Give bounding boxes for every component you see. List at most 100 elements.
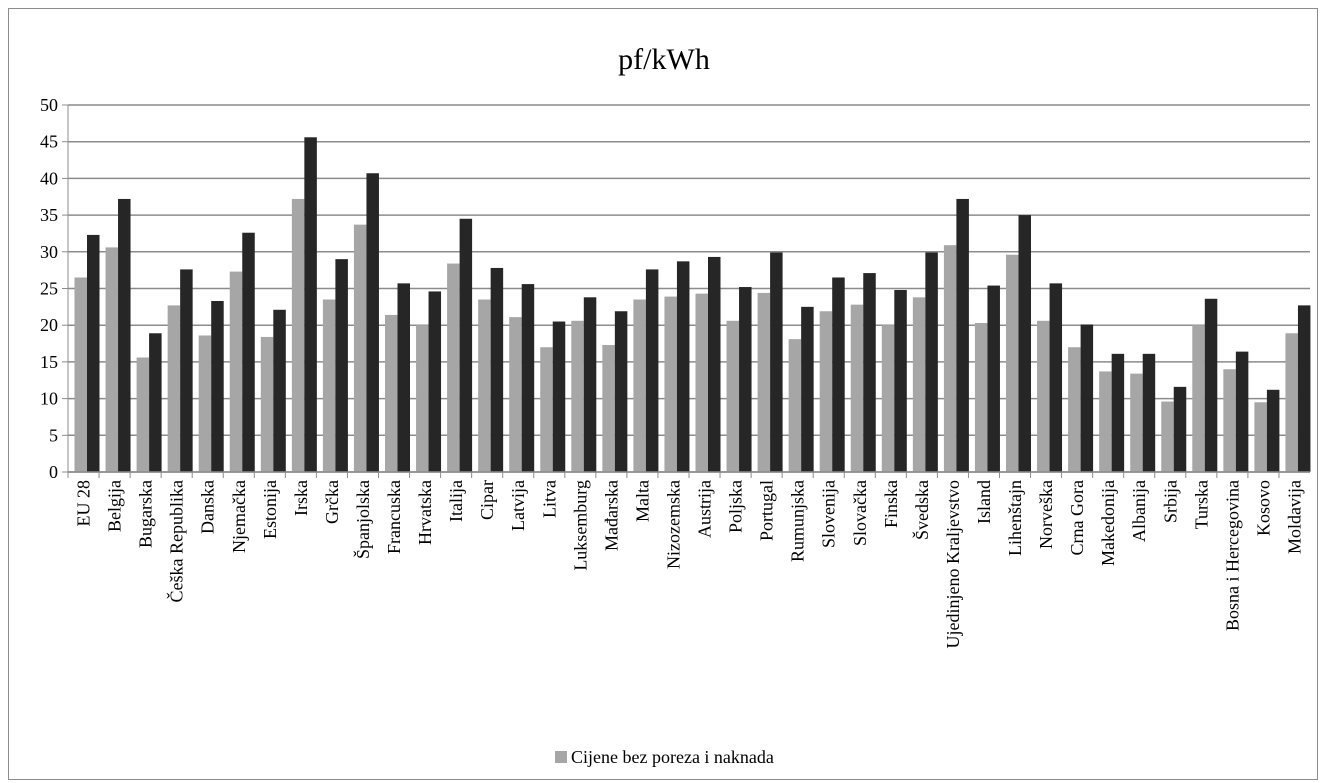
y-tick-label: 10 [40, 389, 58, 409]
x-category-label: Crna Gora [1067, 480, 1087, 555]
y-tick-label: 45 [40, 132, 58, 152]
bar-series1 [1254, 402, 1267, 472]
bar-series2 [335, 259, 348, 472]
bar-series2 [1235, 351, 1249, 472]
bar-series1 [664, 296, 677, 472]
bar-series1 [850, 304, 864, 472]
bar-series1 [385, 314, 398, 472]
bar-series2 [925, 252, 938, 472]
x-category-label: Makedonija [1098, 480, 1118, 566]
x-category-label: Slovenija [819, 480, 839, 548]
bar-series1 [788, 339, 802, 472]
bar-series1 [447, 263, 460, 472]
legend-swatch [555, 751, 567, 763]
x-category-label: Austrija [695, 480, 715, 538]
bar-series1 [1099, 371, 1112, 472]
bar-series1 [353, 224, 367, 472]
bar-series1 [540, 347, 553, 472]
x-category-label: Grčka [322, 480, 342, 524]
bar-series2 [1111, 353, 1125, 472]
bar-series1 [416, 325, 429, 472]
bar-series1 [757, 292, 771, 472]
bar-series1 [1006, 254, 1019, 472]
x-category-label: Luksemburg [570, 480, 590, 571]
bar-series2 [1266, 389, 1280, 472]
axes: 0 5 10 15 20 25 30 35 40 45 50 EU 28 Belgija Bugarska… [40, 95, 1310, 648]
x-category-label: EU 28 [74, 480, 94, 527]
y-tick-label: 5 [49, 425, 58, 445]
x-category-label: Kosovo [1253, 480, 1273, 536]
x-category-label: Rumunjska [788, 480, 808, 562]
bars [74, 137, 1311, 472]
x-category-label: Estonija [260, 480, 280, 539]
x-category-label: Irska [291, 480, 311, 516]
bar-series1 [1161, 401, 1174, 472]
bar-series2 [1142, 353, 1156, 472]
bar-series2 [1173, 386, 1187, 472]
bar-series2 [1204, 298, 1218, 472]
y-tick-label: 25 [40, 279, 58, 299]
bar-series1 [974, 322, 988, 472]
x-category-label: Latvija [508, 480, 528, 531]
legend-label: Cijene bez poreza i naknada [571, 747, 774, 767]
y-tick-label: 35 [40, 205, 58, 225]
x-category-label: Češka Republika [166, 480, 187, 602]
bar-series1 [478, 299, 491, 472]
x-category-label: Slovačka [850, 480, 870, 546]
y-tick-label: 50 [40, 95, 58, 115]
bar-series2 [645, 269, 659, 472]
bar-series1 [229, 271, 243, 472]
y-tick-label: 20 [40, 315, 58, 335]
bar-series1 [198, 335, 212, 472]
x-category-label: Italija [446, 480, 466, 522]
bar-series1 [819, 311, 833, 472]
bar-series1 [105, 247, 119, 472]
y-tick-label: 15 [40, 352, 58, 372]
x-category-label: Poljska [726, 480, 746, 533]
bar-series2 [397, 283, 410, 472]
y-tick-label: 40 [40, 168, 58, 188]
x-category-label: Lihenštajn [1005, 480, 1025, 556]
bar-series1 [509, 317, 522, 472]
bar-series2 [304, 137, 317, 472]
legend: Cijene bez poreza i naknada [555, 747, 774, 767]
bar-series2 [273, 309, 286, 472]
x-category-label: Litva [539, 480, 559, 518]
bar-series1 [726, 320, 740, 472]
bar-series1 [943, 245, 957, 472]
y-tick-label: 30 [40, 242, 58, 262]
bar-series1 [260, 336, 274, 472]
bar-series2 [242, 232, 255, 472]
bar-series2 [739, 287, 752, 472]
bar-series2 [1297, 305, 1311, 472]
x-category-label: Ujedinjeno Kraljevstvo [943, 480, 963, 648]
bar-series1 [571, 320, 584, 472]
x-category-label: Island [974, 480, 994, 524]
bar-series1 [1037, 320, 1050, 472]
x-category-label: Cipar [477, 480, 497, 520]
x-category-label: Belgija [105, 480, 125, 532]
bar-series2 [801, 306, 814, 472]
x-category-label: Norveška [1036, 480, 1056, 549]
x-category-label: Srbija [1160, 480, 1180, 523]
y-tick-label: 0 [49, 462, 58, 482]
bar-series1 [1285, 333, 1298, 472]
bar-series2 [180, 269, 193, 472]
bar-series1 [1068, 347, 1081, 472]
bar-series2 [366, 173, 379, 472]
x-category-label: Njemačka [229, 480, 249, 553]
bar-series1 [167, 305, 181, 472]
x-category-label: Bosna i Hercegovina [1222, 480, 1242, 631]
x-category-label: Malta [632, 480, 652, 522]
bar-series1 [912, 297, 926, 472]
chart-title: pf/kWh [618, 43, 710, 76]
bar-series2 [459, 218, 473, 472]
bar-series1 [602, 345, 615, 472]
bar-series1 [1223, 369, 1236, 472]
bar-series2 [87, 234, 100, 472]
bar-series1 [881, 325, 895, 472]
bar-series1 [1130, 373, 1143, 472]
bar-series1 [322, 299, 336, 472]
bar-series2 [118, 198, 131, 472]
